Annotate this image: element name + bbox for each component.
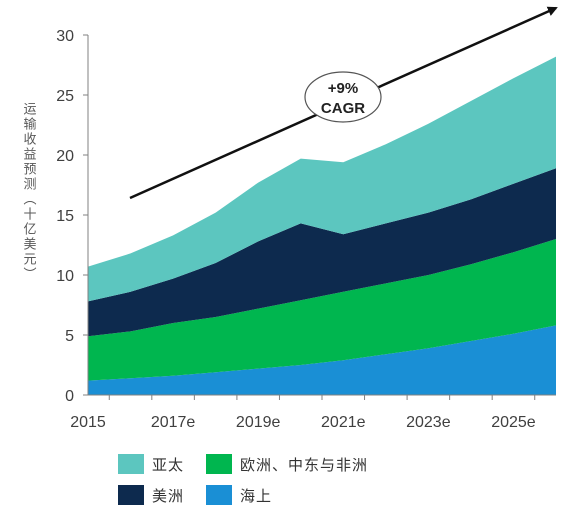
axes: 0 5 10 15 20 25 30 2015 2017e 2019e 2021e 2023e 2025… xyxy=(21,28,556,431)
y-tick-label: 15 xyxy=(56,208,74,225)
area-series-4 xyxy=(88,56,556,302)
cagr-label-line: +9% xyxy=(328,80,358,97)
y-tick-label: 0 xyxy=(65,388,74,405)
y-tick-label: 10 xyxy=(56,268,74,285)
x-tick-label: 2017e xyxy=(151,414,196,431)
y-tick-label: 25 xyxy=(56,88,74,105)
x-tick-label: 2025e xyxy=(491,414,536,431)
legend-swatch-海上 xyxy=(206,485,232,505)
cagr-ellipse xyxy=(304,71,382,123)
y-tick-label: 20 xyxy=(56,148,74,165)
cagr-annotation: +9% CAGR xyxy=(129,6,558,200)
legend-label-海上: 海上 xyxy=(240,487,272,505)
x-tick-label: 2021e xyxy=(321,414,366,431)
area-series-3 xyxy=(88,168,556,337)
area-series-2 xyxy=(88,239,556,381)
legend-swatch-美洲 xyxy=(118,485,144,505)
legend-label-亚太: 亚太 xyxy=(152,456,184,474)
y-tick-label: 5 xyxy=(65,328,74,345)
legend-label-美洲: 美洲 xyxy=(152,487,184,505)
cagr-label-line: CAGR xyxy=(321,100,365,117)
area-series-group xyxy=(88,56,556,395)
legend-swatch-欧洲-中东与非洲 xyxy=(206,454,232,474)
legend-swatch-亚太 xyxy=(118,454,144,474)
y-tick-label: 30 xyxy=(56,28,74,45)
area-series-1 xyxy=(88,325,556,395)
x-tick-label: 2015 xyxy=(70,414,106,431)
legend-label-欧洲-中东与非洲: 欧洲、中东与非洲 xyxy=(240,456,368,474)
y-axis-label: 运输收益预测（十亿美元） xyxy=(21,102,37,282)
x-tick-label: 2023e xyxy=(406,414,451,431)
x-tick-label: 2019e xyxy=(236,414,281,431)
